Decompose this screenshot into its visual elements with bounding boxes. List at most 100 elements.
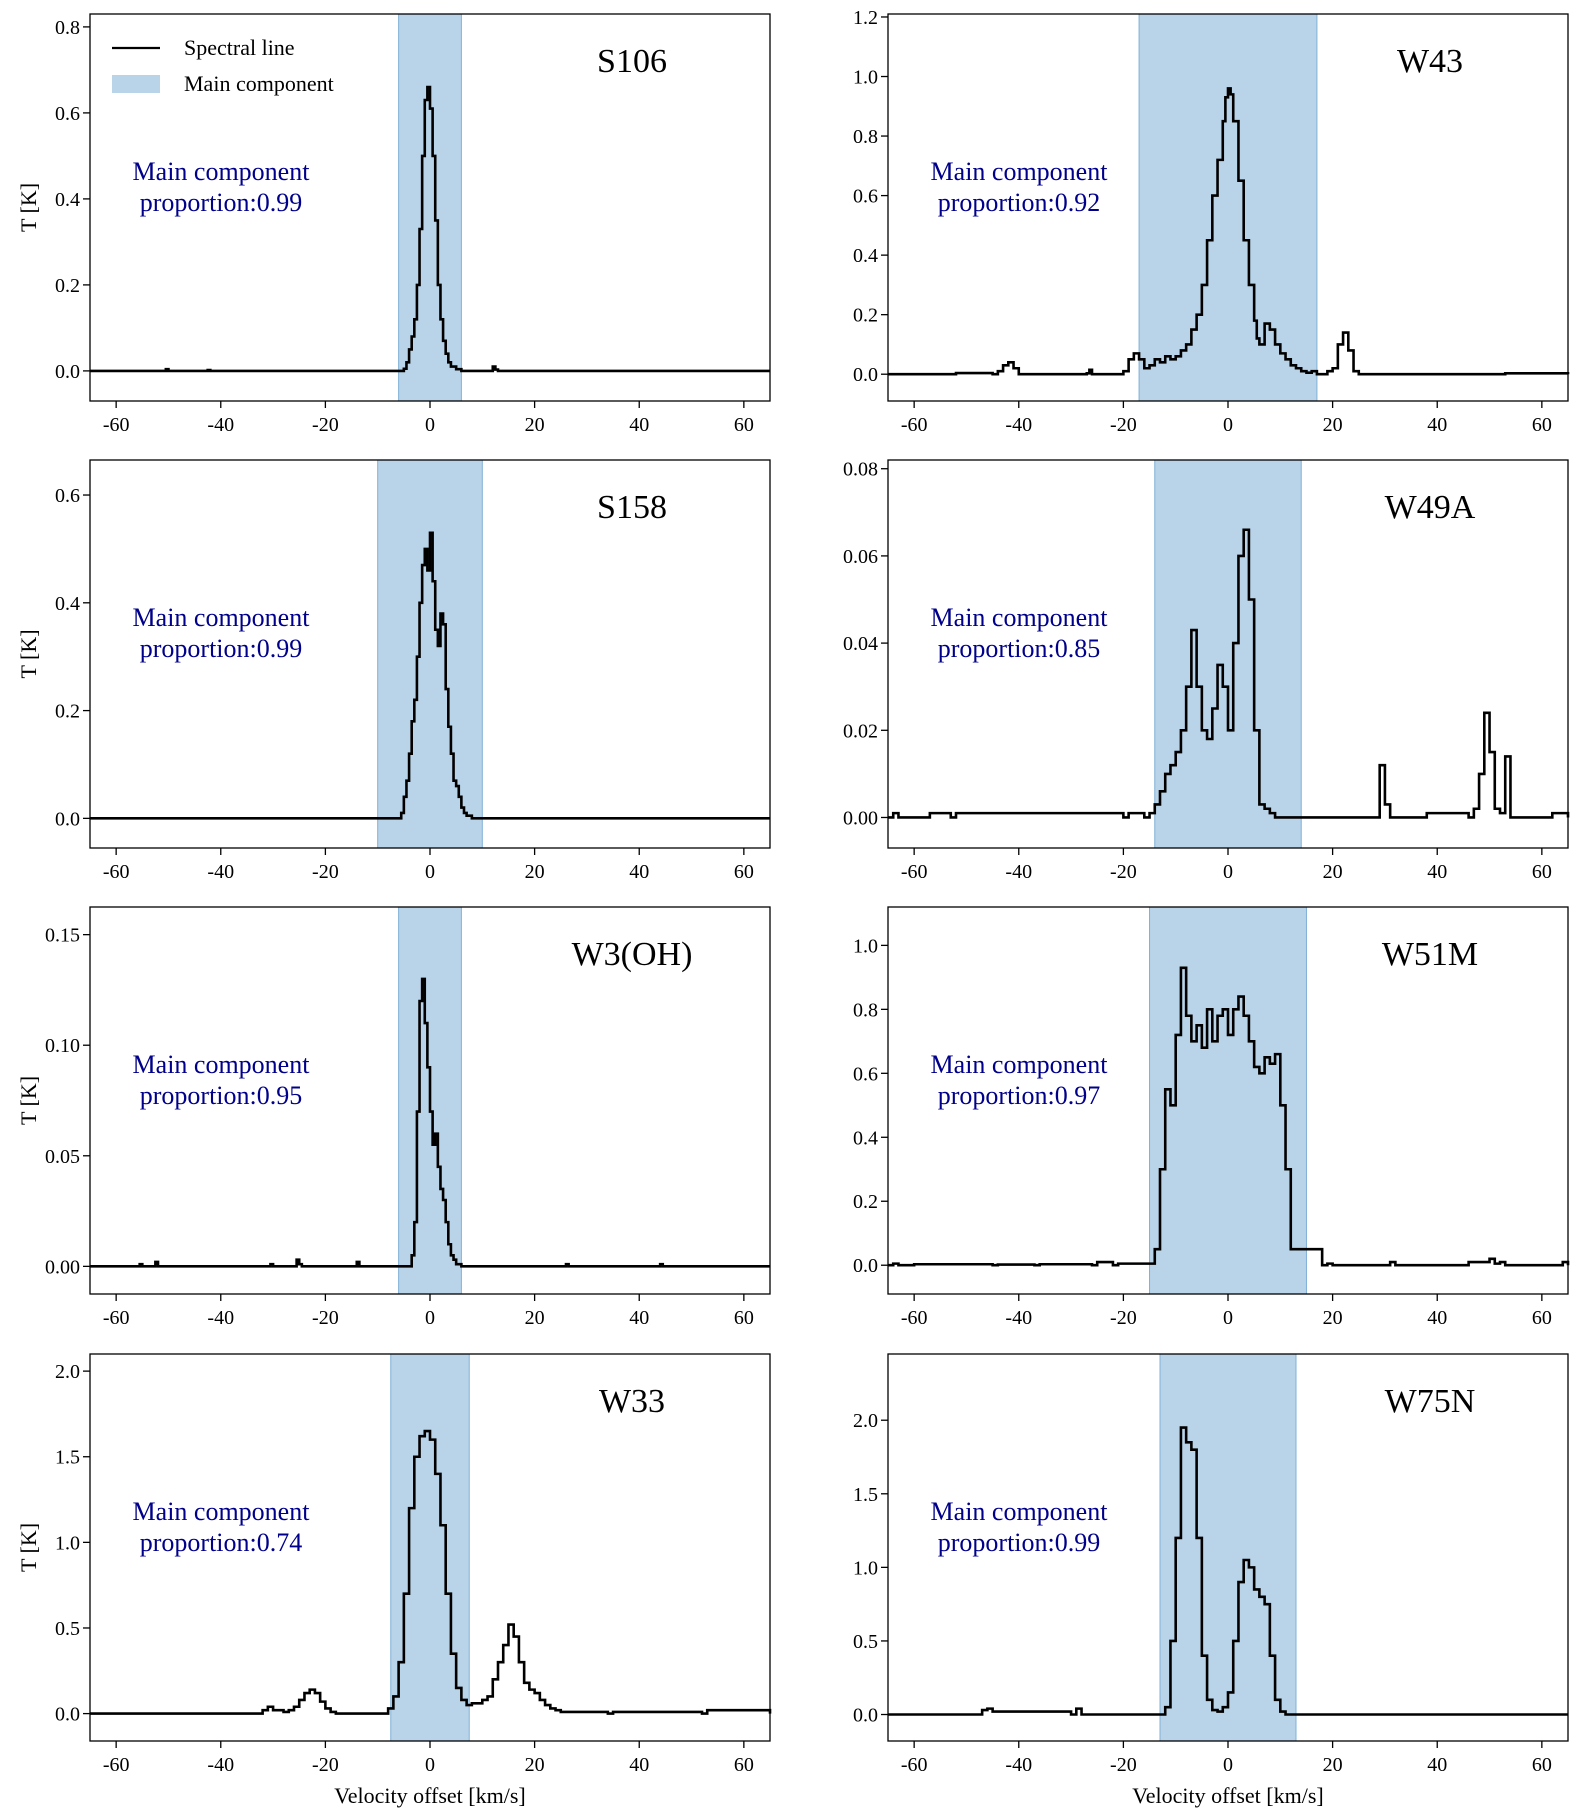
x-tick-label: 60 (734, 861, 754, 883)
panel-title: W51M (1382, 936, 1478, 973)
annotation-line1: Main component (931, 603, 1109, 632)
y-tick-label: 0.05 (45, 1146, 80, 1168)
y-tick-label: 0.6 (55, 103, 80, 125)
x-tick-label: -20 (1110, 1754, 1137, 1776)
x-tick-label: -60 (901, 861, 928, 883)
x-tick-label: 40 (629, 1307, 649, 1329)
main-component-band (1149, 906, 1307, 1295)
panel-w49a: -60 -40 -20 0 20 40 60 0.00 0.02 0.04 0.06 0.08 W49A… (843, 459, 1570, 883)
annotation-line2: proportion:0.99 (140, 634, 303, 663)
y-tick-label: 0.4 (853, 1127, 878, 1149)
x-tick-label: -40 (207, 1307, 234, 1329)
x-tick-label: -40 (1005, 1307, 1032, 1329)
y-tick-label: 0.8 (55, 17, 80, 39)
annotation-line1: Main component (133, 157, 311, 186)
y-tick-label: 0.6 (853, 1063, 878, 1085)
x-tick-label: 0 (425, 1307, 435, 1329)
panel-title: W75N (1385, 1383, 1476, 1420)
y-tick-label: 0.4 (55, 189, 80, 211)
panel-title: W43 (1397, 43, 1463, 80)
x-tick-label: -40 (1005, 861, 1032, 883)
x-tick-label: 40 (629, 861, 649, 883)
x-tick-label: -40 (207, 861, 234, 883)
y-tick-label: 1.0 (55, 1532, 80, 1554)
y-tick-label: 1.0 (853, 1557, 878, 1579)
spectral-line (888, 966, 1570, 1267)
y-tick-label: 1.5 (853, 1484, 878, 1506)
y-tick-label: 0.4 (55, 593, 80, 615)
x-tick-label: 20 (525, 1307, 545, 1329)
y-tick-label: 0.0 (55, 1704, 80, 1726)
y-tick-label: 0.2 (55, 275, 80, 297)
x-tick-label: 20 (1323, 861, 1343, 883)
y-axis-label: T [K] (16, 183, 41, 232)
x-tick-label: -20 (1110, 1307, 1137, 1329)
x-tick-label: 0 (425, 1754, 435, 1776)
y-tick-label: 0.5 (55, 1618, 80, 1640)
y-tick-label: 0.6 (55, 485, 80, 507)
x-tick-label: -60 (103, 1307, 130, 1329)
spectral-line (90, 531, 770, 820)
y-tick-label: 2.0 (853, 1410, 878, 1432)
x-tick-label: -20 (312, 861, 339, 883)
y-tick-label: 0.2 (853, 1191, 878, 1213)
y-axis-label: T [K] (16, 1076, 41, 1125)
panel-title: W49A (1385, 489, 1476, 526)
spectral-line (888, 87, 1570, 376)
x-axis-label: Velocity offset [km/s] (1132, 1783, 1323, 1808)
spectral-line (888, 1426, 1568, 1716)
x-tick-label: 20 (1323, 414, 1343, 436)
x-tick-label: -40 (1005, 1754, 1032, 1776)
x-tick-label: 60 (734, 414, 754, 436)
panel-w75n: -60 -40 -20 0 20 40 60 0.0 0.5 1.0 1.5 2.0 W75N Main … (853, 1353, 1569, 1808)
x-tick-label: 60 (1532, 414, 1552, 436)
x-tick-label: -60 (901, 414, 928, 436)
y-tick-label: 0.10 (45, 1035, 80, 1057)
panel-title: S158 (597, 489, 667, 526)
y-tick-label: 0.6 (853, 186, 878, 208)
x-tick-label: 40 (1427, 861, 1447, 883)
panel-title: W33 (599, 1383, 665, 1420)
x-tick-label: 60 (1532, 1754, 1552, 1776)
x-tick-label: 20 (1323, 1307, 1343, 1329)
panel-s106: -60 -40 -20 0 20 40 60 0.0 0.2 0.4 0.6 0.8 S106 Main … (16, 13, 771, 436)
x-tick-label: 40 (1427, 1307, 1447, 1329)
main-component-band (1159, 1353, 1297, 1742)
x-tick-label: 60 (1532, 861, 1552, 883)
y-tick-label: 0.00 (843, 807, 878, 829)
annotation-line1: Main component (133, 603, 311, 632)
y-tick-label: 0.0 (853, 1705, 878, 1727)
annotation-line2: proportion:0.97 (938, 1081, 1101, 1110)
y-tick-label: 0.08 (843, 459, 878, 481)
annotation-line2: proportion:0.99 (140, 188, 303, 217)
panel-title: S106 (597, 43, 667, 80)
y-tick-label: 0.02 (843, 720, 878, 742)
annotation-line1: Main component (931, 1497, 1109, 1526)
main-component-band (377, 459, 483, 849)
legend-patch-label: Main component (184, 71, 334, 96)
spectral-line (90, 85, 770, 373)
annotation-line2: proportion:0.95 (140, 1081, 303, 1110)
annotation-line1: Main component (931, 1050, 1109, 1079)
x-tick-label: 40 (629, 414, 649, 436)
annotation-line2: proportion:0.99 (938, 1528, 1101, 1557)
x-tick-label: 60 (734, 1307, 754, 1329)
y-tick-label: 0.0 (853, 1255, 878, 1277)
x-tick-label: 20 (525, 414, 545, 436)
legend-line-label: Spectral line (184, 35, 295, 60)
y-tick-label: 0.0 (853, 364, 878, 386)
x-tick-label: -60 (901, 1754, 928, 1776)
x-tick-label: -40 (1005, 414, 1032, 436)
y-tick-label: 0.15 (45, 925, 80, 947)
y-tick-label: 0.0 (55, 361, 80, 383)
x-tick-label: -60 (103, 414, 130, 436)
y-tick-label: 0.2 (55, 701, 80, 723)
x-tick-label: -20 (312, 414, 339, 436)
annotation-line2: proportion:0.92 (938, 188, 1101, 217)
panel-w33: -60 -40 -20 0 20 40 60 0.0 0.5 1.0 1.5 2.0 W33 Main c… (16, 1353, 772, 1808)
panel-s158: -60 -40 -20 0 20 40 60 0.0 0.2 0.4 0.6 S158 Main com… (16, 459, 771, 883)
x-tick-label: 40 (629, 1754, 649, 1776)
main-component-band (398, 13, 462, 402)
annotation-line1: Main component (133, 1050, 311, 1079)
annotation-line2: proportion:0.74 (140, 1528, 303, 1557)
